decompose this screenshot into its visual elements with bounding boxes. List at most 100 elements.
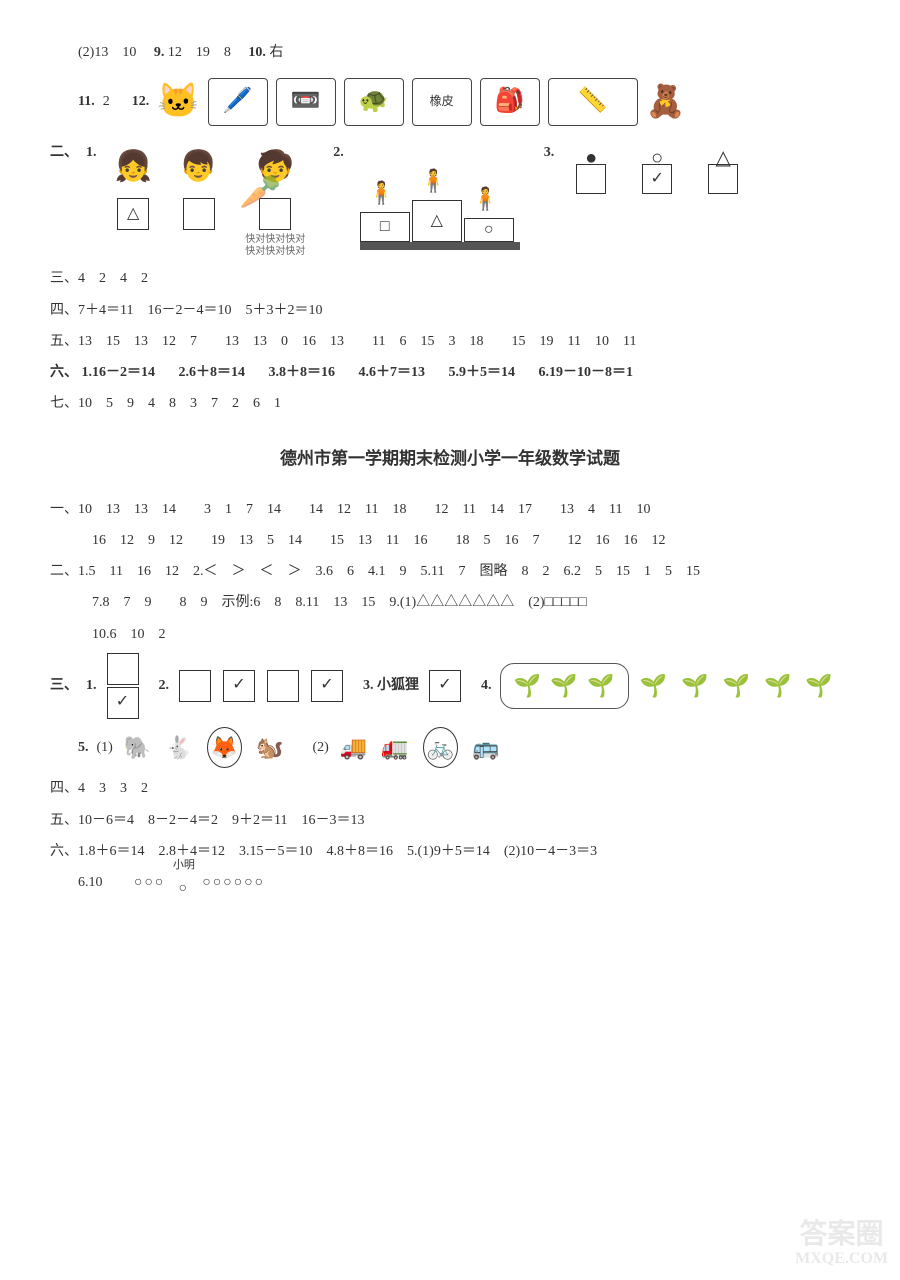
p2-s6: 六、1.8＋6＝14 2.8＋4＝12 3.15－5＝10 4.8＋8＝16 5…	[50, 839, 850, 864]
q4: 4.	[481, 673, 492, 698]
radish-icon: 🌱	[587, 673, 614, 698]
txt: (2)13 10	[78, 45, 150, 60]
q2: 2.	[333, 140, 344, 165]
box: △	[117, 198, 149, 230]
q5: 5.	[78, 735, 89, 760]
shape-1: ●	[576, 140, 606, 194]
label: 三、	[50, 673, 78, 698]
circle-filled-icon: ●	[585, 140, 597, 164]
num9: 9.	[154, 45, 165, 60]
triangle-icon: △	[716, 140, 731, 164]
turtle-icon: 🐢	[344, 78, 404, 126]
q2: 2.	[159, 673, 170, 698]
fox-circled-icon: 🦊	[207, 727, 242, 769]
q1: 1.	[86, 673, 97, 698]
i6: 6.19－10－8＝1	[539, 360, 634, 385]
truck-icon: 🚛	[381, 728, 408, 768]
q1: 1.	[86, 140, 97, 165]
radish-icon: 🌱	[681, 666, 708, 706]
radish-icon: 🌱	[550, 673, 577, 698]
p2-s1-r1: 一、10 13 13 14 3 1 7 14 14 12 11 18 12 11…	[50, 497, 850, 522]
ruler-icon: 📏	[548, 78, 638, 126]
p2-s2c: 10.6 10 2	[50, 622, 850, 647]
pre: 6.10	[78, 875, 131, 890]
shape-3: △	[708, 140, 738, 194]
section-7: 七、10 5 9 4 8 3 7 2 6 1	[50, 391, 850, 416]
wm2: MXQE.COM	[795, 1250, 888, 1268]
p2-s3-r1: 三、 1. ✓ 2. ✓ ✓ 3. 小狐狸 ✓ 4. 🌱 🌱 🌱 🌱 🌱 🌱 🌱…	[50, 653, 850, 719]
lbl: (2)	[312, 735, 328, 760]
q3: 3.	[544, 140, 555, 165]
cat-icon: 🐱	[157, 71, 199, 132]
stack-boxes: ✓	[105, 653, 141, 719]
i3: 3.8＋8＝16	[269, 360, 336, 385]
radish-icon: 🌱	[723, 666, 750, 706]
box	[179, 670, 211, 702]
circles-1: ○○○	[134, 875, 165, 890]
podium-2: □	[360, 212, 410, 242]
carrot-icon: 🥕	[239, 162, 281, 223]
page-title: 德州市第一学期期末检测小学一年级数学试题	[50, 444, 850, 475]
podium-base	[360, 242, 520, 250]
squirrel-icon: 🐿️	[256, 728, 283, 768]
tape-icon: 📼	[276, 78, 336, 126]
bear-icon: 🧸	[646, 73, 686, 131]
i4: 4.6＋7＝13	[359, 360, 426, 385]
eraser-icon: 橡皮	[412, 78, 472, 126]
box-check: ✓	[223, 670, 255, 702]
section-2: 二、 1. 👧 △ 👦 🧒 🥕 快对快对快对 快对快对快对 2. 🧍 🧍 🧍 □…	[50, 140, 850, 258]
p2-s3-r2: 5. (1) 🐘 🐇 🦊 🐿️ (2) 🚚 🚛 🚲 🚌	[50, 727, 850, 769]
section-3: 三、4 2 4 2	[50, 266, 850, 291]
checkbox	[708, 164, 738, 194]
box	[267, 670, 299, 702]
p2-s2b: 7.8 7 9 8 9 示例:6 8 8.11 13 15 9.(1)△△△△△…	[50, 590, 850, 615]
p2-s5: 五、10－6＝4 8－2－4＝2 9＋2＝11 16－3＝13	[50, 808, 850, 833]
line-top-2: 11. 2 12. 🐱 🖊️ 📼 🐢 橡皮 🎒 📏 🧸	[50, 71, 850, 132]
pencil-icon: 🖊️	[208, 78, 268, 126]
txt: 2	[103, 89, 124, 114]
radish-group: 🌱 🌱 🌱	[500, 663, 629, 709]
i5: 5.9＋5＝14	[449, 360, 516, 385]
face-1: 👧 △	[115, 140, 152, 230]
box	[183, 198, 215, 230]
radish-icon: 🌱	[514, 673, 541, 698]
p2-s2: 二、1.5 11 16 12 2.＜ ＞ ＜ ＞ 3.6 6 4.1 9 5.1…	[50, 559, 850, 584]
box-check: ✓	[429, 670, 461, 702]
p2-s4: 四、4 3 3 2	[50, 776, 850, 801]
txt: 12 19 8	[168, 45, 245, 60]
section-6: 六、 1.16－2＝14 2.6＋8＝14 3.8＋8＝16 4.6＋7＝13 …	[50, 360, 850, 385]
bag-icon: 🎒	[480, 78, 540, 126]
label: 二、	[50, 140, 78, 165]
num10: 10.	[248, 45, 266, 60]
checkbox	[576, 164, 606, 194]
num11: 11.	[78, 89, 95, 114]
child-icon: 👧	[115, 140, 152, 194]
bus-icon: 🚌	[472, 728, 499, 768]
circles-3: ○○○○○○	[202, 875, 265, 890]
person-icon: 🧍	[368, 173, 395, 213]
p2-s1-r2: 16 12 9 12 19 13 5 14 15 13 11 16 18 5 1…	[50, 528, 850, 553]
watermark-small: 快对快对快对 快对快对快对	[245, 234, 305, 258]
section-4: 四、7＋4＝11 16－2－4＝10 5＋3＋2＝10	[50, 298, 850, 323]
shape-2: ○ ✓	[642, 140, 672, 194]
face-2: 👦	[180, 140, 217, 230]
bike-circled-icon: 🚲	[423, 727, 458, 769]
box	[107, 653, 139, 685]
person-icon: 🧍	[420, 161, 447, 201]
lbl: (1)	[97, 735, 113, 760]
person-icon: 🧍	[472, 179, 499, 219]
line-top-1: (2)13 10 9. 12 19 8 10. 右	[50, 40, 850, 65]
label-xiaoming: 小明	[173, 856, 195, 876]
checkbox: ✓	[642, 164, 672, 194]
elephant-icon: 🐘	[124, 728, 151, 768]
label: 六、	[50, 365, 78, 380]
num12: 12.	[132, 89, 150, 114]
i2: 2.6＋8＝14	[179, 360, 246, 385]
podium: 🧍 🧍 🧍 □ △ ○	[360, 140, 520, 250]
watermark-corner: 答案圈 MXQE.COM	[795, 1220, 888, 1268]
wm1: 答案圈	[795, 1220, 888, 1251]
txt: 右	[269, 45, 283, 60]
podium-1: △	[412, 200, 462, 242]
podium-3: ○	[464, 218, 514, 242]
section-5: 五、13 15 13 12 7 13 13 0 16 13 11 6 15 3 …	[50, 329, 850, 354]
